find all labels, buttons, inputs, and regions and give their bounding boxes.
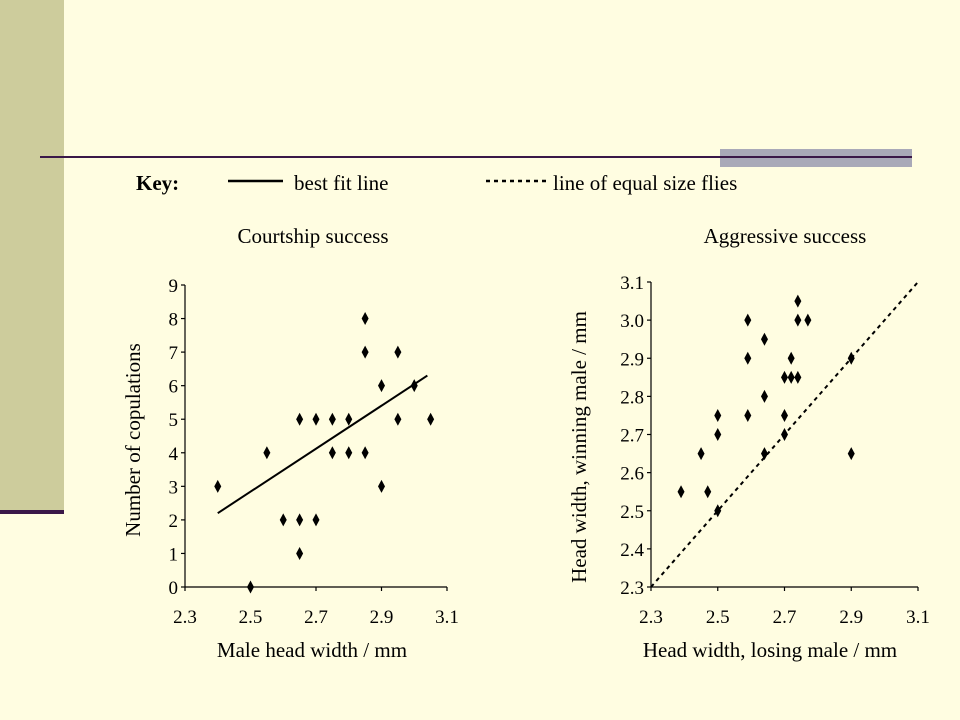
y-tick-label: 6 <box>169 377 179 398</box>
data-point <box>345 412 353 426</box>
data-point <box>328 446 336 460</box>
x-tick-label: 2.3 <box>173 607 197 628</box>
data-point <box>312 513 320 527</box>
decorative-left-bar-underline <box>0 510 64 514</box>
header-rule <box>40 156 912 158</box>
data-point <box>263 446 271 460</box>
legend: Key: best fit line line of equal size fl… <box>136 171 737 195</box>
y-tick-label: 0 <box>169 578 179 599</box>
chart-title: Courtship success <box>237 224 388 248</box>
y-tick-label: 3.1 <box>620 273 644 294</box>
data-point <box>697 447 705 461</box>
x-axis-label: Male head width / mm <box>217 638 407 662</box>
data-point <box>279 513 287 527</box>
data-point <box>677 485 685 499</box>
y-tick-label: 2.4 <box>620 540 644 561</box>
data-point <box>781 370 788 384</box>
legend-solid-line-label: best fit line <box>294 171 388 195</box>
y-tick-label: 1 <box>169 544 179 565</box>
y-tick-label: 2.8 <box>620 387 644 408</box>
data-point <box>794 370 802 384</box>
data-point <box>361 345 369 359</box>
data-point <box>296 513 304 527</box>
data-point <box>804 313 812 327</box>
y-tick-label: 2.3 <box>620 578 644 599</box>
data-point <box>794 313 802 327</box>
data-point <box>781 428 788 441</box>
data-point <box>394 412 402 426</box>
y-axis-label: Number of copulations <box>121 343 145 537</box>
data-point <box>296 546 304 560</box>
y-tick-label: 2.9 <box>620 349 644 370</box>
legend-key-label: Key: <box>136 171 179 195</box>
courtship-chart: Courtship success 0 1 2 3 4 5 6 7 8 9 2.3 2.5 2.7 2.9… <box>121 224 459 662</box>
x-tick-label: 2.5 <box>239 607 263 628</box>
data-point <box>328 412 336 426</box>
x-tick-label: 2.9 <box>370 607 394 628</box>
y-tick-label: 9 <box>169 276 179 297</box>
data-point <box>744 313 752 327</box>
data-point <box>760 447 768 461</box>
x-tick-label: 3.1 <box>906 607 930 628</box>
y-tick-label: 5 <box>169 410 179 431</box>
y-tick-label: 2.5 <box>620 502 644 523</box>
data-point <box>247 580 254 594</box>
data-point <box>787 351 795 365</box>
y-tick-label: 7 <box>169 343 179 364</box>
data-point <box>794 294 802 308</box>
best-fit-line <box>217 374 428 515</box>
aggressive-chart: Aggressive success 2.3 2.4 2.5 2.6 2.7 2.8 2.9… <box>567 224 930 662</box>
data-point <box>781 408 788 422</box>
y-tick-label: 8 <box>169 310 179 331</box>
x-tick-label: 2.3 <box>639 607 663 628</box>
decorative-left-bar <box>0 0 64 512</box>
data-point <box>714 408 722 422</box>
y-tick-label: 2 <box>169 511 179 532</box>
data-point <box>345 446 353 460</box>
data-point <box>847 351 855 365</box>
legend-dashed-line-label: line of equal size flies <box>553 171 737 195</box>
data-point <box>312 412 320 426</box>
data-point <box>787 370 795 384</box>
data-point <box>847 447 855 461</box>
y-tick-label: 3.0 <box>620 311 644 332</box>
data-point <box>378 379 385 393</box>
x-axis-label: Head width, losing male / mm <box>643 638 897 662</box>
y-tick-label: 4 <box>169 444 179 465</box>
data-point <box>714 504 722 518</box>
data-point <box>394 345 402 359</box>
x-tick-label: 2.7 <box>773 607 797 628</box>
y-tick-label: 2.7 <box>620 426 644 447</box>
data-point <box>214 479 222 493</box>
data-point <box>296 412 304 426</box>
y-tick-label: 2.6 <box>620 464 644 485</box>
x-tick-label: 2.9 <box>839 607 863 628</box>
decorative-accent-rule <box>720 156 912 158</box>
x-tick-label: 2.5 <box>706 607 730 628</box>
x-tick-label: 3.1 <box>435 607 459 628</box>
data-point <box>361 312 369 326</box>
data-point <box>760 332 768 346</box>
data-point <box>744 408 752 422</box>
y-tick-label: 3 <box>169 477 179 498</box>
y-axis-label: Head width, winning male / mm <box>567 311 591 583</box>
x-tick-label: 2.7 <box>304 607 328 628</box>
data-point <box>704 485 712 499</box>
chart-title: Aggressive success <box>704 224 867 248</box>
decorative-gray-accent <box>720 149 912 167</box>
data-point <box>378 479 385 493</box>
data-point <box>410 379 418 393</box>
data-point <box>361 446 369 460</box>
data-point <box>427 412 435 426</box>
data-point <box>760 389 768 403</box>
data-point <box>744 351 752 365</box>
data-point <box>714 428 722 441</box>
